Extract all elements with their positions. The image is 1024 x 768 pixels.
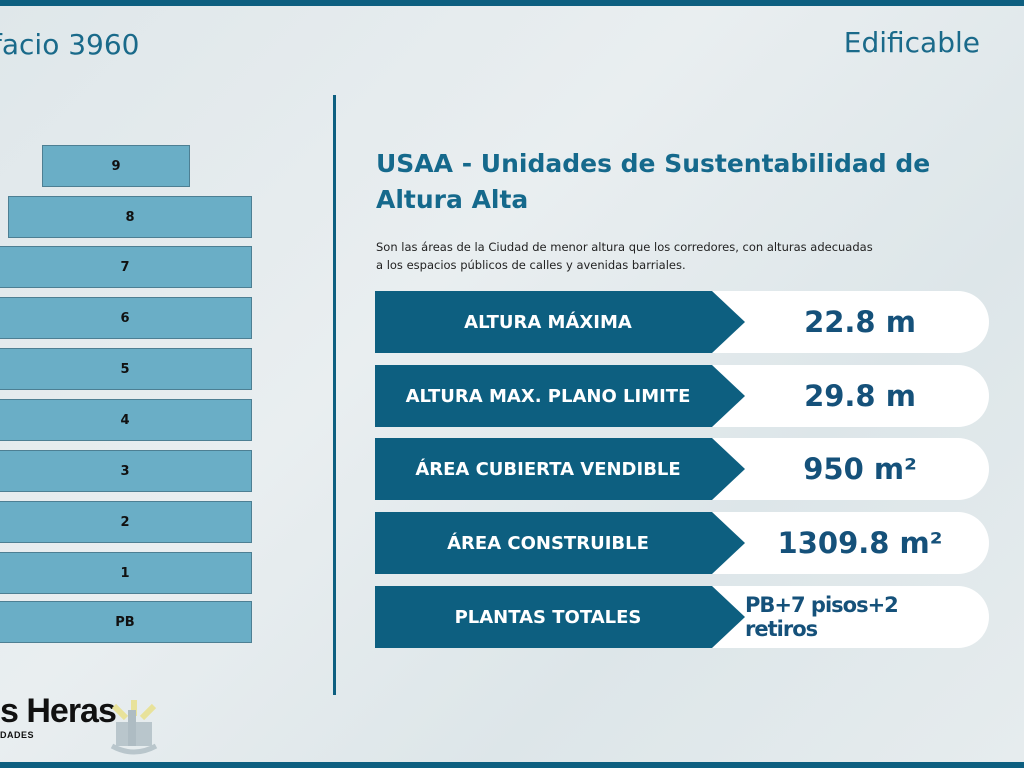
metric-value: 1309.8 m²	[777, 526, 943, 560]
city-emblem-icon	[110, 700, 158, 755]
metric-label: PLANTAS TOTALES	[375, 586, 745, 648]
floor-1: 1	[0, 552, 252, 594]
brand-name: s Heras	[0, 692, 117, 730]
divider	[333, 95, 336, 695]
floor-6: 6	[0, 297, 252, 339]
brand-subtitle: DADES	[0, 730, 35, 740]
floor-3: 3	[0, 450, 252, 492]
metric-row: ÁREA CUBIERTA VENDIBLE 950 m²	[375, 438, 989, 500]
zone-description: Son las áreas de la Ciudad de menor altu…	[376, 240, 873, 272]
floor-9: 9	[42, 145, 190, 187]
metric-value: PB+7 pisos+2 retiros	[745, 593, 899, 641]
status-label: Edificable	[843, 26, 980, 59]
metric-value: 29.8 m	[804, 379, 916, 413]
metric-label: ÁREA CUBIERTA VENDIBLE	[375, 438, 745, 500]
metric-row: ALTURA MAX. PLANO LIMITE 29.8 m	[375, 365, 989, 427]
floor-4: 4	[0, 399, 252, 441]
floor-pb: PB	[0, 601, 252, 643]
metric-label: ALTURA MÁXIMA	[375, 291, 745, 353]
floor-8: 8	[8, 196, 252, 238]
metric-label: ALTURA MAX. PLANO LIMITE	[375, 365, 745, 427]
floor-7: 7	[0, 246, 252, 288]
metric-value: 950 m²	[803, 452, 917, 486]
metric-row: ALTURA MÁXIMA 22.8 m	[375, 291, 989, 353]
metric-row: PLANTAS TOTALES PB+7 pisos+2 retiros	[375, 586, 989, 648]
bottom-bar	[0, 762, 1024, 768]
page-title: facio 3960	[0, 28, 140, 61]
floor-5: 5	[0, 348, 252, 390]
brand-logo: s Heras DADES	[0, 692, 117, 740]
metric-row: ÁREA CONSTRUIBLE 1309.8 m²	[375, 512, 989, 574]
metric-label: ÁREA CONSTRUIBLE	[375, 512, 745, 574]
zone-heading: USAA - Unidades de Sustentabilidad de Al…	[376, 149, 931, 214]
top-bar	[0, 0, 1024, 6]
metric-value: 22.8 m	[804, 305, 916, 339]
floor-2: 2	[0, 501, 252, 543]
